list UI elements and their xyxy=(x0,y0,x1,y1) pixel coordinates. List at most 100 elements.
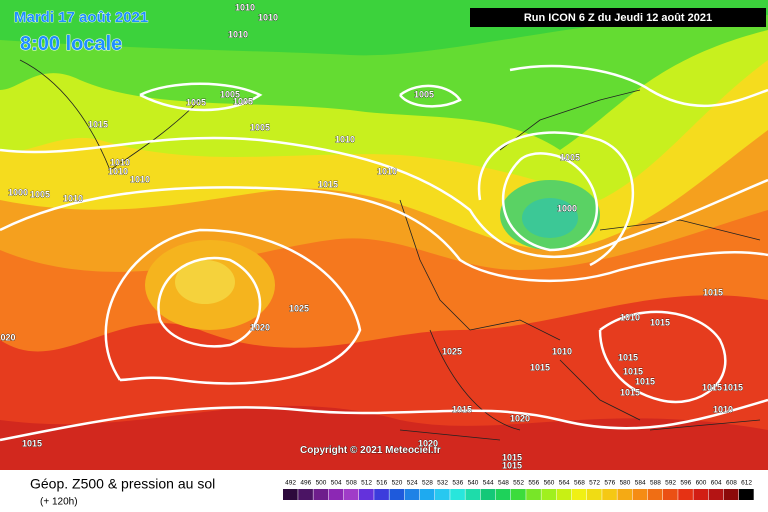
colorbar-label: 588 xyxy=(650,480,661,487)
isobar xyxy=(598,310,727,404)
isobar-label: 1010 xyxy=(63,193,83,203)
colorbar-swatch xyxy=(359,489,374,500)
colorbar-label: 548 xyxy=(498,480,509,487)
colorbar-swatch xyxy=(343,489,359,500)
isobar-label: 1005 xyxy=(250,122,270,132)
colorbar-label: 544 xyxy=(483,480,494,487)
isobar xyxy=(0,136,768,259)
isobar-label: 1005 xyxy=(186,97,206,107)
colorbar-label: 508 xyxy=(346,480,357,487)
isobar-label: 1015 xyxy=(618,352,638,362)
colorbar-label: 504 xyxy=(331,480,342,487)
isobar-label: 1000 xyxy=(8,187,28,197)
colorbar-swatch xyxy=(374,489,389,500)
colorbar-label: 596 xyxy=(680,480,691,487)
isobar-label: 1015 xyxy=(620,387,640,397)
colorbar-label: 560 xyxy=(544,480,555,487)
colorbar-label: 500 xyxy=(316,480,327,487)
colorbar-label: 564 xyxy=(559,480,570,487)
isobar xyxy=(139,82,263,112)
colorbar-label: 532 xyxy=(437,480,448,487)
colorbar-label: 556 xyxy=(528,480,539,487)
colorbar-label: 580 xyxy=(620,480,631,487)
colorbar-label: 520 xyxy=(392,480,403,487)
isobar-label: 1015 xyxy=(702,382,722,392)
colorbar-swatch xyxy=(465,489,481,500)
isobar xyxy=(0,186,768,283)
isobar xyxy=(501,152,598,252)
colorbar-label: 536 xyxy=(452,480,463,487)
low-core xyxy=(522,198,578,238)
isobar-label: 1020 xyxy=(250,322,270,332)
isobar-label: 1015 xyxy=(88,119,108,129)
colorbar-label: 600 xyxy=(696,480,707,487)
isobar-label: 1010 xyxy=(108,166,128,176)
colorbar-label: 528 xyxy=(422,480,433,487)
colorbar-label: 608 xyxy=(726,480,737,487)
footer-title: Géop. Z500 & pression au sol xyxy=(30,476,215,492)
footer-lead: (+ 120h) xyxy=(40,497,78,508)
colorbar-label: 512 xyxy=(361,480,372,487)
colorbar-label: 516 xyxy=(376,480,387,487)
isobar-label: 1010 xyxy=(130,174,150,184)
colorbar-swatch xyxy=(298,489,313,500)
isobar-label: 1010 xyxy=(235,2,255,12)
isobar-label: 1015 xyxy=(502,452,522,462)
forecast-date: Mardi 17 août 2021 xyxy=(14,9,148,26)
colorbar-swatch xyxy=(571,489,587,500)
colorbar-label: 524 xyxy=(407,480,418,487)
run-info: Run ICON 6 Z du Jeudi 12 août 2021 xyxy=(524,12,712,24)
isobar-label: 1025 xyxy=(442,346,462,356)
isobar-label: 1005 xyxy=(233,96,253,106)
isobar-label: 020 xyxy=(0,332,15,342)
isobar-label: 1015 xyxy=(650,317,670,327)
isobar xyxy=(0,398,768,442)
colorbar-swatch xyxy=(541,489,557,500)
colorbar-swatch xyxy=(678,489,693,500)
colorbar-label: 604 xyxy=(711,480,722,487)
isobar-label: 1015 xyxy=(623,366,643,376)
colorbar-label: 568 xyxy=(574,480,585,487)
isobar-label: 1005 xyxy=(560,152,580,162)
high-core xyxy=(175,260,235,304)
colorbar-swatch xyxy=(404,489,420,500)
forecast-time: 8:00 locale xyxy=(20,33,122,55)
isobar-label: 1010 xyxy=(258,12,278,22)
isobar-label: 1015 xyxy=(318,179,338,189)
colorbar-label: 540 xyxy=(468,480,479,487)
colorbar-label: 552 xyxy=(513,480,524,487)
isobar-label: 1005 xyxy=(30,189,50,199)
copyright: Copyright © 2021 Meteociel.fr xyxy=(300,445,441,456)
colorbar-swatch xyxy=(313,489,329,500)
colorbar-swatch xyxy=(283,489,298,500)
colorbar-swatch xyxy=(739,489,754,500)
isobar xyxy=(509,64,768,108)
colorbar-swatch xyxy=(602,489,617,500)
isobar-label: 1010 xyxy=(377,166,397,176)
colorbar-swatch xyxy=(450,489,465,500)
colorbar-swatch xyxy=(708,489,724,500)
isobar-label: 1010 xyxy=(713,404,733,414)
colorbar-label: 492 xyxy=(285,480,296,487)
colorbar-swatch xyxy=(511,489,526,500)
colorbar-swatch xyxy=(435,489,450,500)
colorbar-label: 592 xyxy=(665,480,676,487)
isobar xyxy=(399,84,462,108)
run-box xyxy=(470,8,766,27)
isobar-label: 1010 xyxy=(620,312,640,322)
colorbar-swatch xyxy=(723,489,739,500)
colorbar-swatch xyxy=(389,489,405,500)
colorbar-swatch xyxy=(617,489,633,500)
colorbar-label: 584 xyxy=(635,480,646,487)
isobar-label: 1015 xyxy=(22,438,42,448)
colorbar-label: 576 xyxy=(604,480,615,487)
isobar xyxy=(157,256,262,348)
colorbar-swatch xyxy=(495,489,511,500)
colorbar-label: 572 xyxy=(589,480,600,487)
isobar-label: 1005 xyxy=(220,89,240,99)
colorbar-swatch xyxy=(480,489,496,500)
colorbar-swatch xyxy=(632,489,648,500)
isobar-label: 1015 xyxy=(703,287,723,297)
colorbar-swatch xyxy=(693,489,709,500)
